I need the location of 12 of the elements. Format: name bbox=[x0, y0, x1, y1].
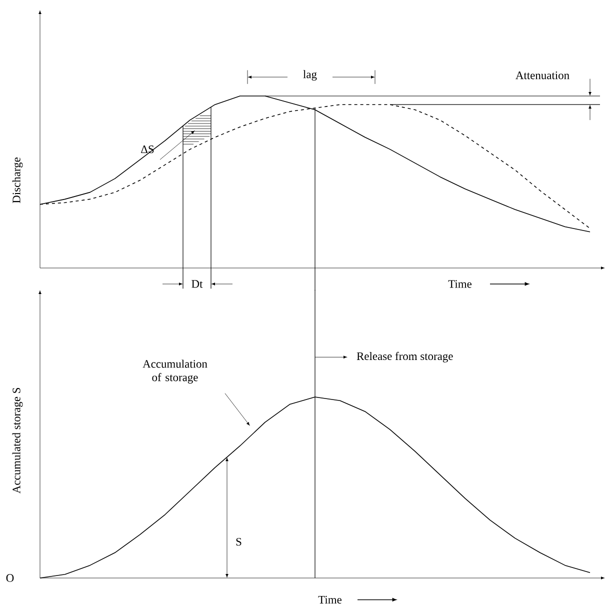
text: Dt bbox=[192, 280, 203, 288]
text: Attenuation bbox=[516, 72, 570, 80]
y-axis-title: Accumulated storage S bbox=[12, 388, 23, 494]
x-axis-title: Time bbox=[448, 280, 472, 288]
y-axis-title: Discharge bbox=[12, 158, 23, 204]
x-axis-title: Time bbox=[318, 596, 342, 604]
text: lag bbox=[303, 70, 317, 81]
text: Release from storage bbox=[356, 352, 453, 362]
annotation: ΔS bbox=[141, 145, 154, 154]
text: O bbox=[6, 574, 14, 582]
text: Accumulation of storage bbox=[142, 360, 208, 384]
annotation: S bbox=[236, 538, 242, 546]
